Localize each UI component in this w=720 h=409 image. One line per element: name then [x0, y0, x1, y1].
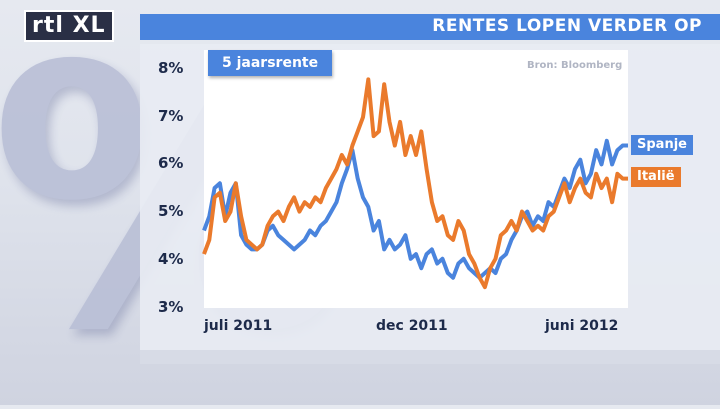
series-line-spanje [202, 138, 628, 280]
source-note: Bron: Bloomberg [527, 60, 623, 71]
legend-spanje: Spanje [631, 135, 693, 155]
y-axis-label: 5 jaarsrente [208, 50, 333, 76]
bottom-band [140, 350, 720, 364]
logo-text: rtl XL [24, 10, 114, 42]
y-tick-label: 7% [158, 107, 184, 125]
y-tick-label: 4% [158, 250, 184, 268]
y-tick-label: 8% [158, 59, 184, 77]
chart-title: RENTES LOPEN VERDER OP [432, 16, 702, 36]
x-tick-label: dec 2011 [376, 318, 448, 334]
rtl-xl-logo: rtl XL [24, 6, 124, 42]
y-tick-label: 6% [158, 154, 184, 172]
x-tick-label: juli 2011 [204, 318, 273, 334]
plot-area [204, 50, 628, 308]
title-bar: RENTES LOPEN VERDER OP [140, 14, 720, 40]
x-tick-label: juni 2012 [545, 318, 619, 334]
legend-italie: Italië [631, 167, 681, 187]
y-tick-label: 3% [158, 298, 184, 316]
y-tick-label: 5% [158, 202, 184, 220]
series-line-italie [202, 77, 628, 290]
